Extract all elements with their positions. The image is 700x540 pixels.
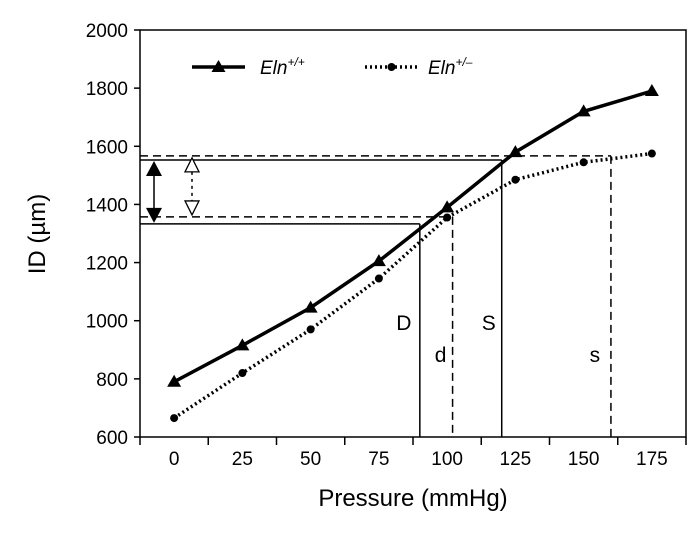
legend-label: Eln+/– [428,55,473,79]
x-tick-label: 0 [169,449,180,470]
series-line-0 [173,89,653,384]
triangle-marker [644,84,659,97]
y-tick-label: 2000 [86,21,128,42]
y-tick-label: 1800 [86,79,128,100]
legend-label: Eln+/+ [260,55,305,79]
y-tick-label: 1400 [86,195,128,216]
reference-line-label: S [482,312,496,335]
x-axis-label: Pressure (mmHg) [318,485,507,512]
reference-line-label: D [396,312,411,335]
arrow-up-icon [146,160,162,176]
y-tick-label: 1600 [86,137,128,158]
circle-marker [511,175,520,184]
y-tick-label: 600 [96,428,128,449]
circle-marker [306,325,315,334]
circle-marker [170,414,179,423]
series-line-1 [173,151,653,420]
x-tick-label: 100 [431,449,463,470]
legend-triangle-marker [211,60,226,72]
triangle-marker [508,145,523,158]
circle-marker [238,369,247,378]
reference-line-label: s [590,344,601,367]
y-axis-label: ID (µm) [24,194,51,274]
open-arrow-up-icon [183,156,201,173]
y-tick-label: 800 [96,370,128,391]
x-tick-label: 75 [368,449,389,470]
x-tick-label: 25 [232,449,253,470]
triangle-marker [235,338,250,351]
reference-line-label: d [435,344,447,367]
circle-marker [443,213,452,222]
y-tick-label: 1200 [86,254,128,275]
circle-marker [579,158,588,167]
open-arrow-down-icon [183,200,201,217]
circle-marker [374,274,383,283]
triangle-marker [440,200,455,213]
x-tick-label: 150 [568,449,600,470]
triangle-marker [371,254,386,267]
y-tick-label: 1000 [86,312,128,333]
x-tick-label: 175 [636,449,668,470]
circle-marker [647,149,656,158]
arrow-down-icon [146,207,162,223]
triangle-marker [167,374,182,387]
triangle-marker [303,300,318,313]
x-tick-label: 50 [300,449,321,470]
x-tick-label: 125 [500,449,532,470]
legend-circle-marker [387,63,396,71]
triangle-marker [576,104,591,117]
